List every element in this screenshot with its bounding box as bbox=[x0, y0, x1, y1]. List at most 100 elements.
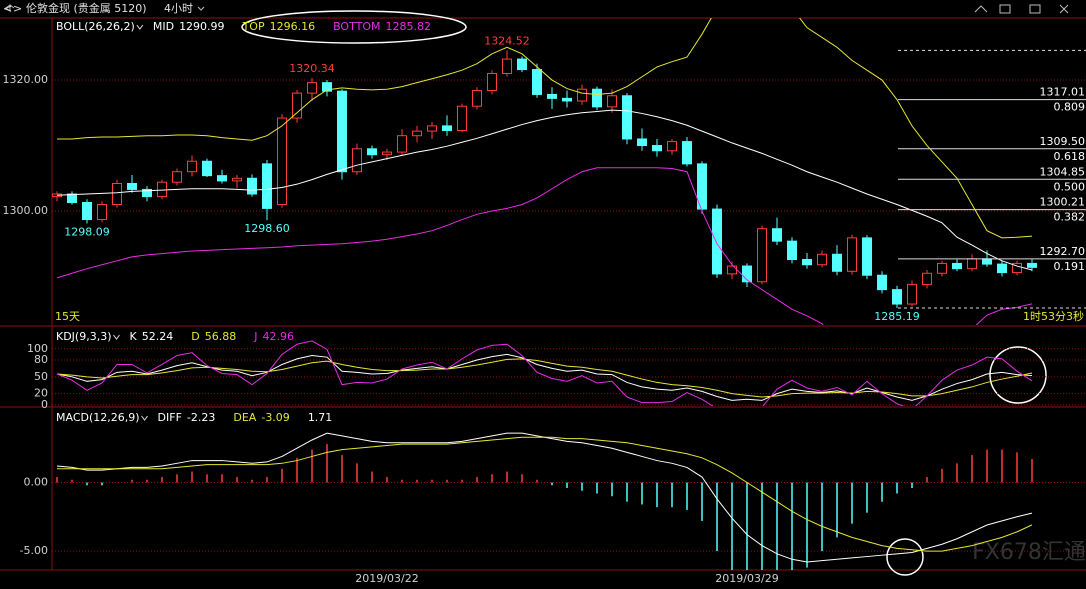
highlight-circle bbox=[989, 346, 1047, 404]
panel bbox=[52, 340, 1086, 406]
legend-name: DIFF bbox=[158, 411, 182, 424]
extreme-label: 1324.52 bbox=[484, 34, 530, 47]
fib-price: 1300.21 bbox=[1040, 196, 1086, 209]
candle-body bbox=[667, 141, 677, 152]
nav-icon-text[interactable]: > bbox=[13, 2, 22, 15]
candle-body bbox=[202, 160, 212, 177]
legend-name: D bbox=[191, 330, 199, 343]
toolbar-icon[interactable] bbox=[1029, 4, 1041, 14]
legend-value: 42.96 bbox=[262, 330, 294, 343]
candle-body bbox=[637, 138, 647, 147]
legend-value: 1285.82 bbox=[385, 20, 431, 33]
toolbar-icon[interactable] bbox=[1059, 4, 1069, 14]
candle-body bbox=[622, 95, 632, 140]
candle-body bbox=[532, 69, 542, 95]
candle-body bbox=[802, 258, 812, 266]
toolbar-icon[interactable] bbox=[974, 5, 988, 13]
panel bbox=[52, 432, 1086, 570]
fib-ratio: 0.382 bbox=[1054, 211, 1086, 224]
candle-body bbox=[577, 88, 587, 102]
candle-body bbox=[472, 90, 482, 107]
candle-body bbox=[322, 82, 332, 92]
y-tick-label: 1320.00 bbox=[3, 73, 49, 86]
extreme-label: 1298.60 bbox=[244, 222, 290, 235]
candle-body bbox=[367, 148, 377, 156]
candle-body bbox=[67, 193, 77, 204]
period[interactable]: 4小时 bbox=[164, 2, 193, 15]
indicator-line bbox=[57, 436, 1033, 552]
candle-body bbox=[697, 163, 707, 210]
candle-body bbox=[592, 88, 602, 108]
nav-icon[interactable] bbox=[5, 4, 15, 12]
legend-name: TOP bbox=[242, 20, 265, 33]
y-tick-label: 1300.00 bbox=[3, 204, 49, 217]
candle-body bbox=[652, 145, 662, 152]
candle-body bbox=[382, 151, 392, 156]
candle-body bbox=[412, 130, 422, 137]
candle-body bbox=[712, 208, 722, 275]
candle-body bbox=[247, 177, 257, 195]
toolbar: < > 伦敦金现 (贵金属 5120) 4小时 bbox=[3, 1, 1069, 15]
countdown: 1时53分3秒 bbox=[1023, 309, 1084, 323]
candle-body bbox=[487, 72, 497, 92]
candle-body bbox=[967, 258, 977, 270]
indicator-name: MACD(12,26,9) bbox=[56, 411, 140, 424]
fib-ratio: 0.191 bbox=[1054, 260, 1086, 273]
indicator-line bbox=[56, 340, 1033, 406]
candle-body bbox=[517, 58, 527, 71]
symbol[interactable]: 伦敦金现 (贵金属 5120) bbox=[26, 1, 147, 15]
candle-body bbox=[397, 135, 407, 153]
indicator-line bbox=[56, 167, 1033, 325]
indicator-dropdown bbox=[113, 334, 120, 340]
indicator-dropdown bbox=[136, 24, 144, 30]
candle-body bbox=[757, 228, 767, 283]
candle-body bbox=[82, 202, 92, 221]
legend-value: 52.24 bbox=[142, 330, 174, 343]
period-note: 15天 bbox=[55, 310, 80, 323]
toolbar-icon[interactable] bbox=[999, 4, 1011, 14]
candle-body bbox=[862, 237, 872, 276]
candle-body bbox=[1027, 262, 1037, 268]
highlight-ellipse bbox=[241, 10, 467, 44]
fib-ratio: 0.618 bbox=[1054, 150, 1086, 163]
candle-body bbox=[742, 265, 752, 283]
nav-icon-text[interactable]: < bbox=[3, 2, 12, 15]
indicator-name: BOLL(26,26,2) bbox=[56, 20, 135, 33]
indicator-name: KDJ(9,3,3) bbox=[56, 330, 112, 343]
candle-body bbox=[997, 263, 1007, 274]
y-tick-label: 0 bbox=[41, 398, 48, 411]
legend-value: -2.23 bbox=[187, 411, 215, 424]
extreme-label: 1298.09 bbox=[64, 226, 110, 239]
legend-value: 1290.99 bbox=[179, 20, 225, 33]
indicator-line bbox=[56, 353, 1033, 401]
candle-body bbox=[307, 82, 317, 94]
period-dropdown[interactable] bbox=[197, 6, 205, 11]
y-tick-label: 100 bbox=[27, 342, 48, 355]
candle-body bbox=[112, 183, 122, 205]
candle-body bbox=[847, 237, 857, 272]
candle-body bbox=[442, 125, 452, 131]
candle-body bbox=[832, 253, 842, 272]
extreme-label: 1285.19 bbox=[874, 310, 920, 323]
candle-body bbox=[982, 258, 992, 265]
candle-body bbox=[427, 125, 437, 132]
candle-body bbox=[217, 175, 227, 182]
candle-body bbox=[607, 95, 617, 108]
candle-body bbox=[292, 92, 302, 119]
y-tick-label: 0.00 bbox=[24, 476, 49, 489]
x-tick-label: 2019/03/29 bbox=[715, 572, 778, 585]
candle-body bbox=[1012, 262, 1022, 274]
indicator-line bbox=[57, 18, 1033, 239]
highlight-circle bbox=[886, 538, 924, 576]
candle-body bbox=[187, 160, 197, 173]
candle-body bbox=[787, 240, 797, 260]
fib-price: 1304.85 bbox=[1040, 165, 1086, 178]
candle-body bbox=[502, 58, 512, 74]
x-tick-label: 2019/03/22 bbox=[355, 572, 418, 585]
legend-name: MID bbox=[153, 20, 174, 33]
fib-price: 1317.01 bbox=[1040, 86, 1086, 99]
candle-body bbox=[772, 228, 782, 242]
legend-name: DEA bbox=[233, 411, 256, 424]
legend-value: 1.71 bbox=[308, 411, 333, 424]
